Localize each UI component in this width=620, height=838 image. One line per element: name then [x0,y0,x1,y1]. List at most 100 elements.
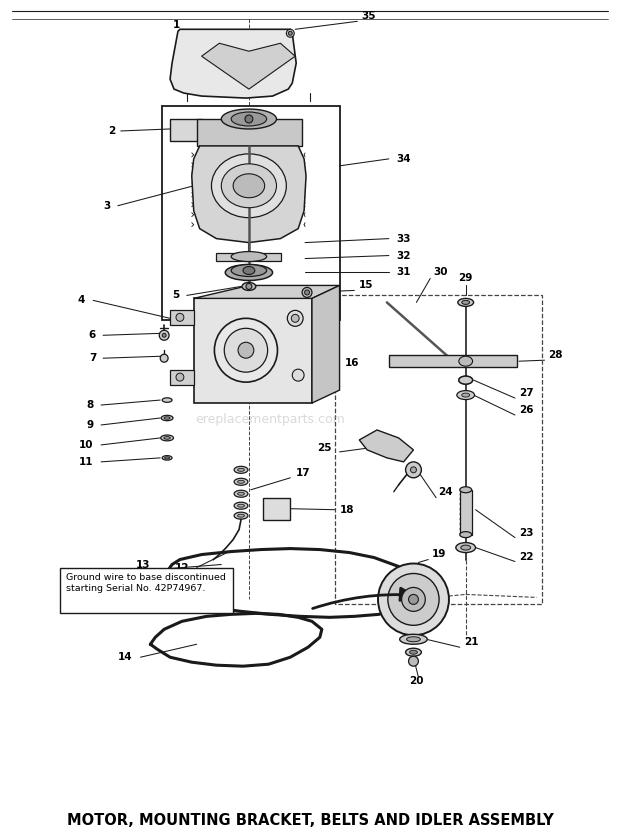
Circle shape [215,318,278,382]
Ellipse shape [460,531,472,538]
Text: 5: 5 [173,291,180,300]
Ellipse shape [234,502,248,510]
Ellipse shape [164,437,170,439]
Text: 6: 6 [88,330,95,340]
Ellipse shape [237,480,244,484]
Circle shape [162,334,166,337]
Text: 28: 28 [549,350,563,360]
Ellipse shape [233,173,265,198]
Ellipse shape [221,109,277,129]
Ellipse shape [165,457,170,459]
Circle shape [402,587,425,612]
Ellipse shape [237,515,244,517]
Bar [460,489,472,535]
Ellipse shape [410,650,417,654]
Ellipse shape [225,265,273,281]
Bar [193,298,312,403]
Polygon shape [202,44,295,89]
Ellipse shape [457,391,474,400]
Text: 14: 14 [118,652,133,662]
Ellipse shape [242,282,256,291]
Bar [335,296,542,604]
Polygon shape [192,146,306,242]
Text: 21: 21 [464,637,478,647]
Circle shape [409,656,419,666]
Ellipse shape [161,416,173,421]
Ellipse shape [407,637,420,642]
Text: 12: 12 [175,562,190,572]
Text: 7: 7 [89,353,96,363]
FancyBboxPatch shape [60,568,232,613]
Circle shape [224,328,268,372]
Text: 31: 31 [397,267,411,277]
Circle shape [176,313,184,321]
Ellipse shape [237,468,244,471]
Polygon shape [197,119,302,146]
Circle shape [304,290,309,295]
Text: 33: 33 [397,234,411,244]
Ellipse shape [237,504,244,507]
Ellipse shape [460,487,472,493]
Text: 17: 17 [296,468,311,478]
Circle shape [409,594,419,604]
Ellipse shape [456,542,476,552]
Text: 13: 13 [136,560,151,570]
Ellipse shape [231,112,267,126]
Text: 2: 2 [108,126,115,136]
Ellipse shape [164,416,170,419]
Polygon shape [312,286,340,403]
Bar [389,355,517,367]
Circle shape [246,283,252,289]
Text: 30: 30 [433,267,448,277]
Ellipse shape [221,164,277,208]
Text: Ground wire to base discontinued
starting Serial No. 42P74967.: Ground wire to base discontinued startin… [66,573,226,593]
Bar [216,252,281,261]
Circle shape [286,29,294,37]
Bar [170,119,202,141]
Text: 24: 24 [438,487,453,497]
Polygon shape [359,430,414,462]
Ellipse shape [162,456,172,460]
Text: 34: 34 [397,154,411,164]
Circle shape [388,573,439,625]
Text: 20: 20 [409,676,423,686]
Ellipse shape [243,266,255,275]
Text: 23: 23 [519,528,533,538]
Polygon shape [170,29,296,98]
Ellipse shape [458,298,474,307]
Ellipse shape [231,251,267,261]
Circle shape [291,314,299,323]
Text: 18: 18 [340,504,354,515]
Text: 25: 25 [317,443,332,453]
Text: 35: 35 [361,12,376,21]
Text: 27: 27 [519,388,534,398]
Text: 16: 16 [345,358,359,368]
Text: 10: 10 [79,440,93,450]
Ellipse shape [211,154,286,218]
Ellipse shape [162,398,172,402]
Ellipse shape [234,512,248,520]
Bar [162,106,340,320]
Circle shape [160,354,168,362]
Circle shape [245,115,253,123]
Text: MOTOR, MOUNTING BRACKET, BELTS AND IDLER ASSEMBLY: MOTOR, MOUNTING BRACKET, BELTS AND IDLER… [66,813,554,828]
Ellipse shape [461,545,471,550]
Bar [170,370,193,385]
Text: 29: 29 [459,273,473,283]
Circle shape [405,462,422,478]
Ellipse shape [462,393,469,397]
Circle shape [302,287,312,297]
Ellipse shape [237,492,244,495]
Circle shape [238,342,254,358]
Circle shape [410,467,417,473]
Ellipse shape [234,466,248,473]
Ellipse shape [462,300,469,304]
Text: 1: 1 [173,20,180,30]
Ellipse shape [459,376,472,384]
Bar [170,310,193,325]
Ellipse shape [231,265,267,277]
Circle shape [292,370,304,381]
Ellipse shape [234,478,248,485]
Text: 8: 8 [86,400,93,410]
Circle shape [378,563,449,635]
